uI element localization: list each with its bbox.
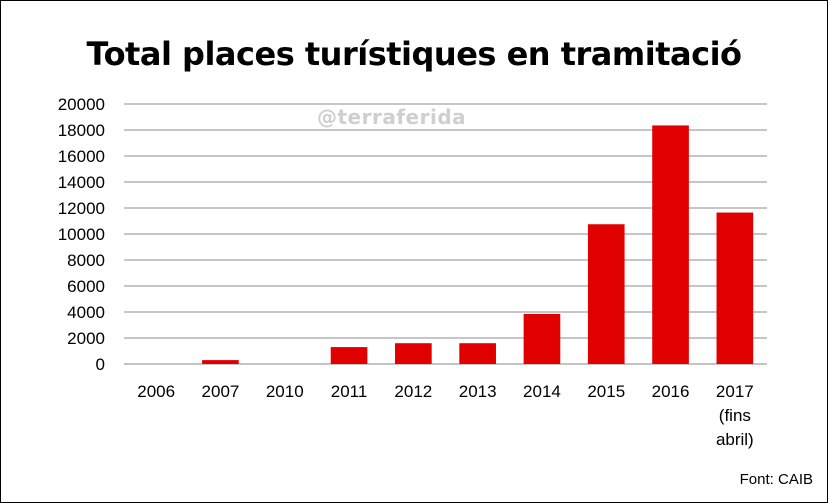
chart-title: Total places turístiques en tramitació	[86, 35, 742, 73]
x-tick-label: 2017	[716, 382, 754, 401]
bar	[523, 313, 561, 364]
x-tick-sublabel: abril)	[716, 430, 754, 449]
y-tick-label: 14000	[58, 173, 105, 192]
x-tick-label: 2014	[523, 382, 561, 401]
y-tick-label: 20000	[58, 95, 105, 114]
y-tick-label: 2000	[67, 329, 105, 348]
source-note: Font: CAIB	[739, 471, 813, 488]
y-tick-label: 4000	[67, 303, 105, 322]
y-tick-label: 8000	[67, 251, 105, 270]
y-tick-label: 12000	[58, 199, 105, 218]
y-tick-label: 0	[96, 355, 105, 374]
x-tick-label: 2007	[202, 382, 240, 401]
x-tick-label: 2012	[394, 382, 432, 401]
bar	[395, 343, 432, 364]
bar	[330, 347, 368, 364]
x-tick-sublabel: (fins	[719, 406, 751, 425]
bar	[459, 343, 496, 364]
bar	[716, 212, 754, 364]
x-tick-label: 2006	[137, 382, 175, 401]
x-tick-label: 2015	[587, 382, 625, 401]
x-tick-label: 2016	[652, 382, 690, 401]
y-tick-label: 10000	[58, 225, 105, 244]
watermark: @terraferida	[317, 105, 467, 129]
bar	[652, 125, 689, 364]
x-tick-label: 2010	[266, 382, 304, 401]
bar	[202, 360, 239, 364]
y-tick-label: 18000	[58, 121, 105, 140]
x-tick-label: 2013	[459, 382, 497, 401]
x-tick-label: 2011	[331, 382, 368, 401]
y-tick-label: 16000	[58, 147, 105, 166]
y-tick-label: 6000	[67, 277, 105, 296]
bar	[587, 224, 625, 364]
